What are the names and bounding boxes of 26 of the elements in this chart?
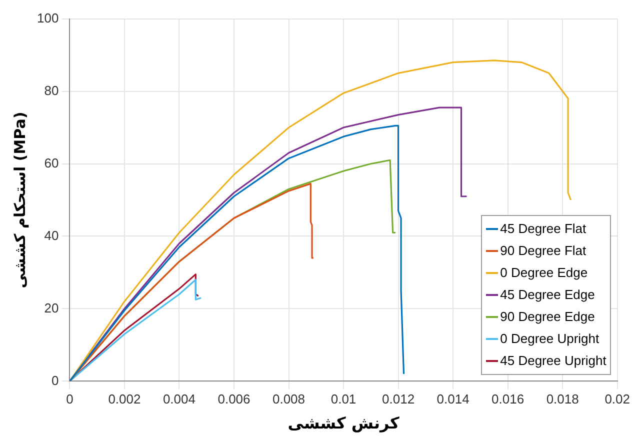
y-tick-label: 40: [44, 228, 59, 243]
y-tick-label: 60: [44, 155, 59, 170]
y-axis-title: استحکام کششی (MPa): [10, 112, 29, 288]
x-tick-label: 0.014: [436, 392, 470, 407]
x-tick-label: 0.008: [272, 392, 306, 407]
legend-label: 90 Degree Edge: [500, 308, 595, 326]
x-tick-label: 0.004: [162, 392, 196, 407]
x-tick-label: 0.012: [382, 392, 415, 407]
x-tick-label: 0: [66, 392, 74, 407]
legend-label: 90 Degree Flat: [500, 242, 586, 260]
x-tick-label: 0.016: [492, 392, 524, 407]
x-tick-label: 0.02: [604, 392, 630, 407]
legend-label: 0 Degree Upright: [500, 330, 600, 348]
x-tick-label: 0.01: [330, 392, 356, 407]
y-tick-label: 20: [44, 300, 59, 316]
x-axis-title: کرنش کششی: [288, 414, 400, 433]
y-tick-label: 100: [36, 10, 59, 26]
x-tick-label: 0.006: [218, 392, 250, 407]
x-tick-label: 0.002: [108, 392, 141, 407]
y-tick-label: 80: [44, 82, 59, 98]
legend-label: 45 Degree Upright: [500, 352, 606, 370]
y-tick-label: 0: [51, 372, 59, 388]
legend-label: 45 Degree Edge: [500, 286, 595, 304]
legend-label: 45 Degree Flat: [500, 220, 586, 238]
legend-label: 0 Degree Edge: [500, 264, 588, 282]
x-tick-label: 0.018: [546, 392, 579, 407]
